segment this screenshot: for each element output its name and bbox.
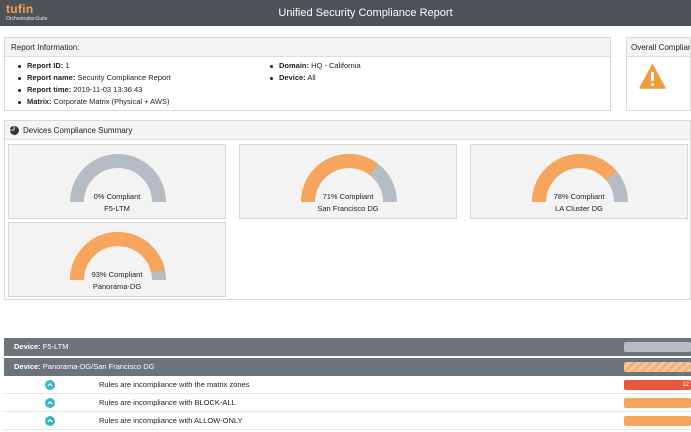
devices-compliance-summary-heading: Devices Compliance Summary [5,121,690,140]
report-device-item: Device: All [267,72,361,84]
device-card[interactable]: 0% Compliant F5-LTM [8,144,226,219]
report-title: Unified Security Compliance Report [278,7,453,19]
device-compliance-percent: 0% Compliant [93,192,141,201]
rule-description: Rules are incompliance with BLOCK-ALL [99,398,236,407]
report-domain-item: Domain: HQ - California [267,60,361,72]
device-name: San Francisco DG [317,204,379,213]
chevron-up-icon[interactable] [45,398,55,408]
device-row-panorama[interactable]: Device: Panorama-DG/San Francisco DG [4,358,691,376]
tufin-logo[interactable]: tufin OrchestrationSuite [6,3,47,22]
report-information-heading: Report Information: [5,38,610,57]
device-name: Panorama-DG [92,282,142,291]
compliance-gauge [301,154,397,203]
report-time-item: Report time: 2019-11-03 13:36:43 [15,84,171,96]
gauge-fill [301,154,379,203]
gauge-fill [70,232,165,281]
device-compliance-percent: 93% Compliant [91,270,143,279]
device-name: LA Cluster DG [555,204,603,213]
report-matrix-item: Matrix: Corporate Matrix (Physical + AWS… [15,96,171,108]
gauge-fill [532,154,617,203]
gauge-track [70,154,166,203]
device-compliance-bar [624,362,691,372]
report-information-panel: Report Information: Report ID: 1 Report … [4,37,611,111]
warning-triangle-icon [639,64,666,89]
device-compliance-bar [624,342,691,352]
overall-compliance-heading: Overall Compliance [627,38,690,57]
rule-violation-count: 12 [682,382,689,388]
report-info-list-left: Report ID: 1 Report name: Security Compl… [15,60,171,108]
report-info-list-right: Domain: HQ - California Device: All [267,60,361,84]
chevron-up-icon[interactable] [45,380,55,390]
device-row-f5-ltm[interactable]: Device: F5-LTM [4,338,691,356]
chevron-up-icon[interactable] [45,416,55,426]
compliance-gauge [70,232,166,281]
rule-violation-bar [624,416,691,426]
pie-chart-icon [10,126,19,135]
device-card[interactable]: 93% Compliant Panorama-DG [8,222,226,297]
rule-row[interactable]: Rules are incompliance with BLOCK-ALL [4,394,691,412]
report-name-item: Report name: Security Compliance Report [15,72,171,84]
logo-wordmark: tufin [6,2,34,16]
device-card[interactable]: 71% Compliant San Francisco DG [239,144,457,219]
logo-subtitle: OrchestrationSuite [6,16,48,22]
rule-description: Rules are incompliance with the matrix z… [99,380,250,389]
device-compliance-percent: 71% Compliant [322,192,374,201]
rule-description: Rules are incompliance with ALLOW-ONLY [99,416,243,425]
summary-heading-label: Devices Compliance Summary [23,126,133,135]
rule-row[interactable]: Rules are incompliance with ALLOW-ONLY [4,412,691,430]
device-name: F5-LTM [104,204,130,213]
rule-row[interactable]: Rules are incompliance with the matrix z… [4,376,691,394]
compliance-gauge [532,154,628,203]
compliance-gauge [70,154,166,203]
overall-compliance-panel: Overall Compliance [626,37,691,111]
device-card[interactable]: 78% Compliant LA Cluster DG [470,144,688,219]
rule-violation-bar [624,398,691,408]
rule-violation-bar: 12 [624,380,691,390]
top-bar: tufin OrchestrationSuite Unified Securit… [0,0,691,26]
report-id-item: Report ID: 1 [15,60,171,72]
device-compliance-percent: 78% Compliant [553,192,605,201]
